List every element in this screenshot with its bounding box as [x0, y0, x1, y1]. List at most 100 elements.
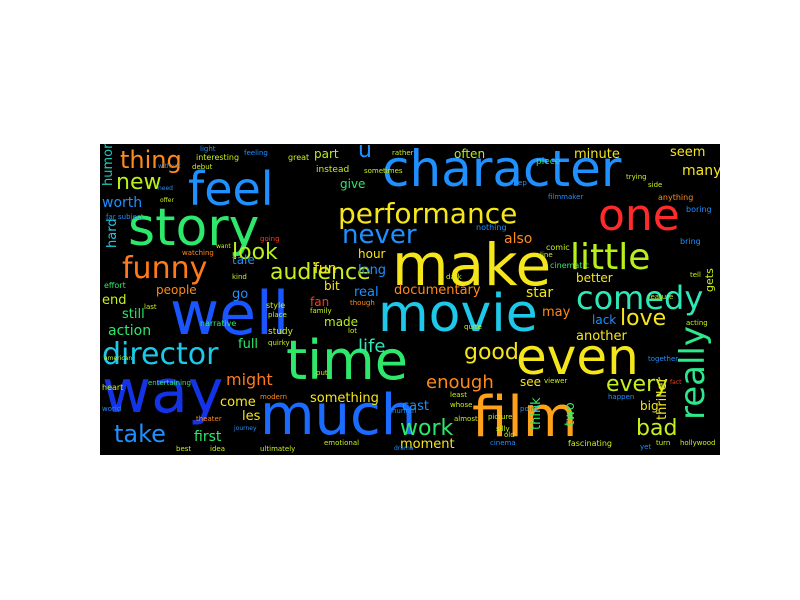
word-life: life	[358, 336, 386, 357]
word-rather: rather	[392, 149, 414, 157]
word-cast: cast	[402, 399, 429, 414]
word-whose: whose	[450, 401, 473, 409]
word-good: good	[464, 340, 519, 365]
word-though: though	[350, 299, 375, 307]
word-film: film	[472, 385, 578, 450]
word-quite: quite	[464, 323, 482, 331]
word-go: go	[232, 287, 249, 302]
word-keep: keep	[510, 179, 527, 187]
word-time: time	[286, 329, 409, 392]
word-emotional: emotional	[324, 439, 360, 447]
word-fun: fun	[314, 261, 337, 277]
word-fascinating: fascinating	[568, 439, 612, 448]
word-trying: trying	[626, 173, 647, 181]
word-nothing: nothing	[476, 223, 507, 232]
word-silly: silly	[496, 425, 510, 433]
word-little: little	[570, 237, 651, 278]
word-study: study	[268, 327, 293, 337]
word-hollywood: hollywood	[680, 439, 716, 447]
word-also: also	[504, 231, 533, 247]
word-effort: effort	[104, 281, 126, 290]
word-big: big	[640, 399, 659, 413]
word-better: better	[576, 271, 613, 285]
word-director: director	[102, 337, 219, 372]
word-tale: tale	[232, 253, 255, 267]
word-piece: piece	[536, 157, 561, 167]
word-much: much	[260, 383, 417, 448]
word-minute: minute	[574, 147, 620, 162]
word-les: les	[242, 409, 261, 424]
word-family: family	[310, 307, 332, 315]
word-bad: bad	[636, 416, 678, 441]
word-cinematic: cinematic	[550, 261, 590, 270]
word-filmmaker: filmmaker	[548, 193, 584, 201]
word-performance: performance	[338, 197, 518, 230]
word-cinema: cinema	[490, 439, 516, 447]
word-humor: humor	[101, 144, 116, 186]
word-star: star	[526, 285, 554, 301]
word-real: real	[354, 285, 379, 300]
word-subject: subject	[118, 213, 144, 221]
word-many: many	[682, 163, 720, 179]
word-take: take	[114, 420, 166, 448]
word-work: work	[400, 416, 454, 441]
word-anything: anything	[658, 193, 694, 202]
word-still: still	[122, 307, 145, 322]
word-entertaining: entertaining	[148, 379, 191, 387]
word-enough: enough	[426, 372, 494, 393]
word-movie: movie	[378, 284, 538, 344]
word-people: people	[156, 283, 197, 297]
word-audience: audience	[270, 260, 371, 285]
word-way: way	[102, 357, 224, 427]
word-hour: hour	[358, 247, 386, 261]
word-happen: happen	[608, 393, 635, 401]
word-going: going	[260, 235, 280, 243]
word-new: new	[116, 170, 162, 195]
word-style: style	[266, 301, 286, 310]
word-yet: yet	[640, 443, 652, 451]
word-side: side	[648, 181, 663, 189]
word-think: think	[529, 397, 544, 430]
word-something: something	[310, 391, 379, 406]
word-boring: boring	[686, 205, 712, 214]
word-part: part	[314, 147, 339, 161]
word-world: world	[102, 405, 122, 413]
word-two: two	[563, 402, 578, 426]
word-feeling: feeling	[244, 149, 268, 157]
word-offer: offer	[160, 197, 174, 204]
word-feel: feel	[188, 162, 274, 216]
word-u: u	[358, 144, 372, 163]
word-see: see	[520, 375, 542, 389]
word-fact: fact	[670, 379, 682, 386]
word-interesting: interesting	[196, 153, 240, 162]
word-almost: almost	[454, 415, 478, 423]
word-theater: theater	[196, 415, 222, 423]
word-human: human	[392, 407, 417, 415]
word-heart: heart	[102, 383, 124, 392]
word-make: make	[392, 231, 552, 299]
word-ultimately: ultimately	[260, 445, 296, 453]
word-never: never	[342, 220, 417, 250]
word-might: might	[226, 370, 273, 389]
word-bring: bring	[680, 237, 701, 246]
word-least: least	[450, 391, 467, 399]
word-light: light	[200, 145, 216, 153]
word-story: story	[128, 198, 260, 258]
word-give: give	[340, 177, 366, 191]
word-line: line	[540, 251, 553, 259]
word-dark: dark	[446, 273, 462, 281]
word-feature: feature	[648, 293, 674, 301]
word-action: action	[108, 323, 152, 339]
word-acting: acting	[686, 319, 708, 327]
word-full: full	[238, 337, 259, 352]
word-another: another	[576, 329, 627, 344]
word-best: best	[176, 445, 192, 453]
word-put: put	[316, 369, 328, 377]
word-long: long	[358, 263, 387, 278]
word-old: old	[504, 431, 515, 439]
word-comic: comic	[546, 243, 570, 252]
word-tell: tell	[690, 271, 701, 279]
word-journey: journey	[234, 425, 257, 432]
word-picture: picture	[488, 413, 513, 421]
word-kind: kind	[232, 273, 247, 281]
